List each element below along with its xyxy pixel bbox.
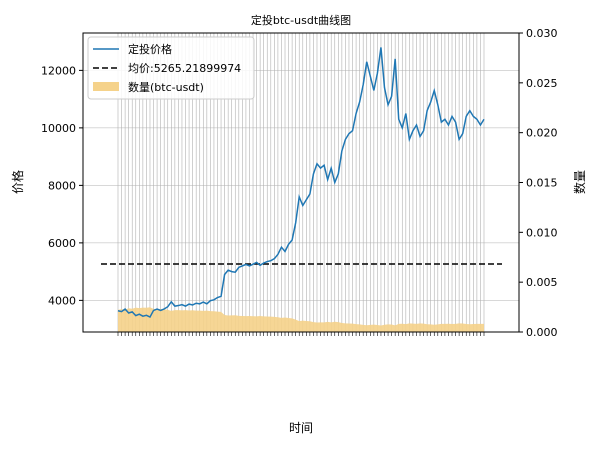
y-tick-label-right: 0.010	[526, 226, 558, 239]
legend-price-label: 定投价格	[128, 42, 172, 56]
y-tick-label-right: 0.020	[526, 127, 558, 140]
quantity-area	[118, 307, 484, 332]
y-tick-label-left: 12000	[41, 64, 76, 77]
y-tick-label-right: 0.005	[526, 276, 558, 289]
y-axis-label-right: 数量	[572, 170, 587, 194]
y-tick-label-left: 4000	[48, 294, 76, 307]
y-tick-label-right: 0.000	[526, 326, 558, 339]
chart-title: 定投btc-usdt曲线图	[251, 13, 351, 27]
y-tick-label-left: 10000	[41, 122, 76, 135]
y-tick-label-right: 0.025	[526, 77, 558, 90]
y-tick-label-left: 6000	[48, 237, 76, 250]
legend-qty-swatch	[93, 82, 119, 91]
price-line	[117, 47, 485, 319]
y-axis-label-left: 价格	[10, 170, 25, 194]
y-tick-label-left: 8000	[48, 179, 76, 192]
axes: 4000 6000 8000 10000 12000 0.000 0.005 0.010 0.0…	[41, 27, 558, 339]
y-tick-label-right: 0.030	[526, 27, 558, 40]
y-tick-label-right: 0.015	[526, 177, 558, 190]
legend-qty-label: 数量(btc-usdt)	[128, 81, 204, 94]
x-axis-label: 时间	[289, 421, 313, 435]
legend: 定投价格 均价:5265.21899974 数量(btc-usdt)	[87, 36, 255, 100]
legend-mean-label: 均价:5265.21899974	[128, 62, 241, 75]
legend-box	[87, 36, 255, 100]
